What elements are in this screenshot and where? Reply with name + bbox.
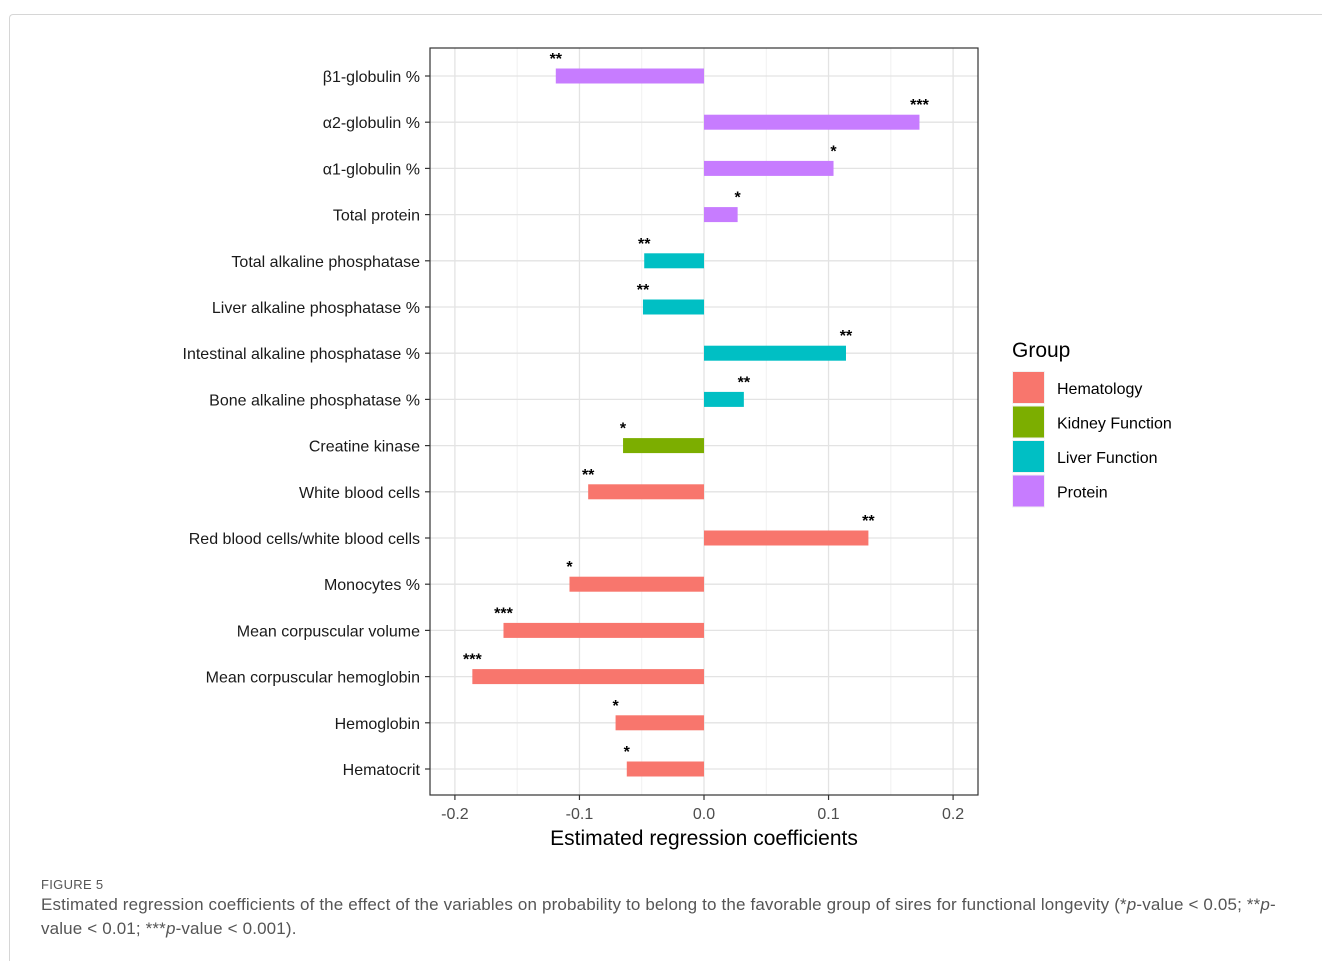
significance-label: *** — [910, 97, 929, 114]
significance-label: * — [735, 190, 742, 207]
significance-label: ** — [738, 374, 751, 391]
significance-label: * — [612, 698, 619, 715]
significance-label: ** — [550, 51, 563, 68]
y-tick-label: Hematocrit — [343, 762, 421, 779]
significance-label: *** — [463, 652, 482, 669]
y-tick-label: α2-globulin % — [323, 115, 420, 132]
legend-swatch — [1013, 406, 1044, 438]
y-tick-label: Liver alkaline phosphatase % — [212, 300, 420, 317]
bar — [555, 68, 704, 84]
y-tick-label: Total alkaline phosphatase — [231, 254, 420, 271]
legend-swatch — [1013, 372, 1044, 403]
caption-text: -value < 0.001). — [175, 919, 297, 938]
legend-swatch — [1013, 441, 1044, 472]
regression-chart: ***************************** β1-globuli… — [183, 47, 1172, 850]
legend-label: Liver Function — [1057, 450, 1158, 467]
y-tick-label: Creatine kinase — [309, 439, 420, 456]
significance-labels: ***************************** — [463, 51, 930, 761]
bar — [472, 669, 704, 685]
caption-text: -value < 0.05; ** — [1136, 895, 1261, 914]
caption-text: Estimated regression coefficients of the… — [41, 895, 1127, 914]
bar — [623, 438, 704, 454]
legend-title: Group — [1012, 339, 1070, 362]
significance-label: ** — [637, 282, 650, 299]
legend-label: Protein — [1057, 485, 1108, 502]
bar — [704, 114, 920, 130]
bar — [626, 761, 704, 777]
y-tick-label: Mean corpuscular volume — [237, 623, 420, 640]
significance-label: *** — [494, 605, 513, 622]
caption-italic: p — [165, 919, 176, 938]
x-tick-label: -0.1 — [566, 806, 594, 823]
bar — [644, 253, 704, 269]
caption-italic: p — [1260, 895, 1270, 914]
x-tick-label: 0.0 — [693, 806, 715, 823]
bar — [642, 299, 704, 315]
legend: Group Hematology Kidney Function Liver Fun… — [1012, 339, 1172, 508]
x-axis-title: Estimated regression coefficients — [550, 827, 858, 850]
bar — [704, 391, 744, 407]
bar — [615, 715, 704, 731]
y-tick-label: White blood cells — [299, 485, 420, 502]
figure-frame — [9, 14, 1322, 961]
legend-label: Hematology — [1057, 381, 1142, 398]
y-tick-label: Total protein — [333, 208, 420, 225]
legend-swatch — [1013, 475, 1044, 507]
grid-lines — [430, 48, 978, 795]
significance-label: ** — [582, 467, 595, 484]
bar — [503, 622, 704, 638]
y-tick-label: Monocytes % — [324, 577, 420, 594]
bar — [704, 345, 846, 361]
bar — [569, 576, 704, 592]
y-tick-label: β1-globulin % — [323, 69, 420, 86]
y-axis: β1-globulin % α2-globulin % α1-globulin % T… — [183, 69, 430, 779]
y-tick-label: Mean corpuscular hemoglobin — [206, 670, 420, 687]
bar — [704, 530, 869, 546]
y-tick-label: Hemoglobin — [335, 716, 420, 733]
y-tick-label: α1-globulin % — [323, 161, 420, 178]
y-tick-label: Intestinal alkaline phosphatase % — [183, 346, 421, 363]
significance-label: ** — [840, 328, 853, 345]
significance-label: ** — [862, 513, 875, 530]
caption-italic: p — [1126, 895, 1137, 914]
figure-label: FIGURE 5 — [41, 877, 104, 892]
bar — [704, 207, 738, 223]
x-axis: -0.2 -0.1 0.0 0.1 0.2 — [441, 795, 964, 823]
x-tick-label: 0.2 — [942, 806, 964, 823]
significance-label: ** — [638, 236, 651, 253]
bars — [472, 68, 920, 777]
caption-text: -value < 0.01; *** — [41, 895, 1276, 938]
bar — [588, 484, 704, 500]
legend-label: Kidney Function — [1057, 416, 1172, 433]
x-tick-label: 0.1 — [817, 806, 839, 823]
x-tick-label: -0.2 — [441, 806, 469, 823]
y-tick-label: Bone alkaline phosphatase % — [209, 392, 420, 409]
y-tick-label: Red blood cells/white blood cells — [189, 531, 420, 548]
bar — [704, 160, 834, 176]
significance-label: * — [830, 143, 837, 160]
legend-entries: Hematology Kidney Function Liver Function P… — [1012, 371, 1172, 508]
figure-caption: Estimated regression coefficients of the… — [41, 893, 1281, 941]
significance-label: * — [620, 421, 627, 438]
significance-label: * — [624, 744, 631, 761]
significance-label: * — [566, 559, 573, 576]
